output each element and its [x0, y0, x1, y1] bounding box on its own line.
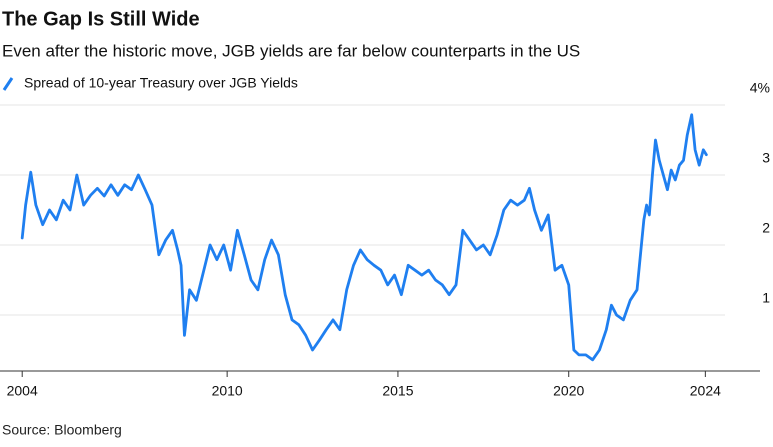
- y-tick-label: 4%: [750, 80, 770, 96]
- plot: [20, 113, 708, 362]
- chart-subtitle: Even after the historic move, JGB yields…: [2, 41, 580, 60]
- legend-label: Spread of 10-year Treasury over JGB Yiel…: [24, 75, 298, 91]
- x-tick-label: 2010: [212, 383, 243, 399]
- x-tick-label: 2015: [382, 383, 413, 399]
- x-tick-label: 2024: [690, 383, 721, 399]
- y-tick-label: 3: [762, 150, 770, 166]
- grid: [0, 104, 725, 316]
- chart-title: The Gap Is Still Wide: [2, 8, 200, 30]
- y-tick-label: 2: [762, 220, 770, 236]
- legend-swatch: [2, 77, 14, 91]
- x-tick-label: 2020: [553, 383, 584, 399]
- y-tick-label: 1: [762, 290, 770, 306]
- line-series: [20, 113, 708, 362]
- source: Source: Bloomberg: [2, 422, 122, 438]
- x-tick-label: 2004: [7, 383, 38, 399]
